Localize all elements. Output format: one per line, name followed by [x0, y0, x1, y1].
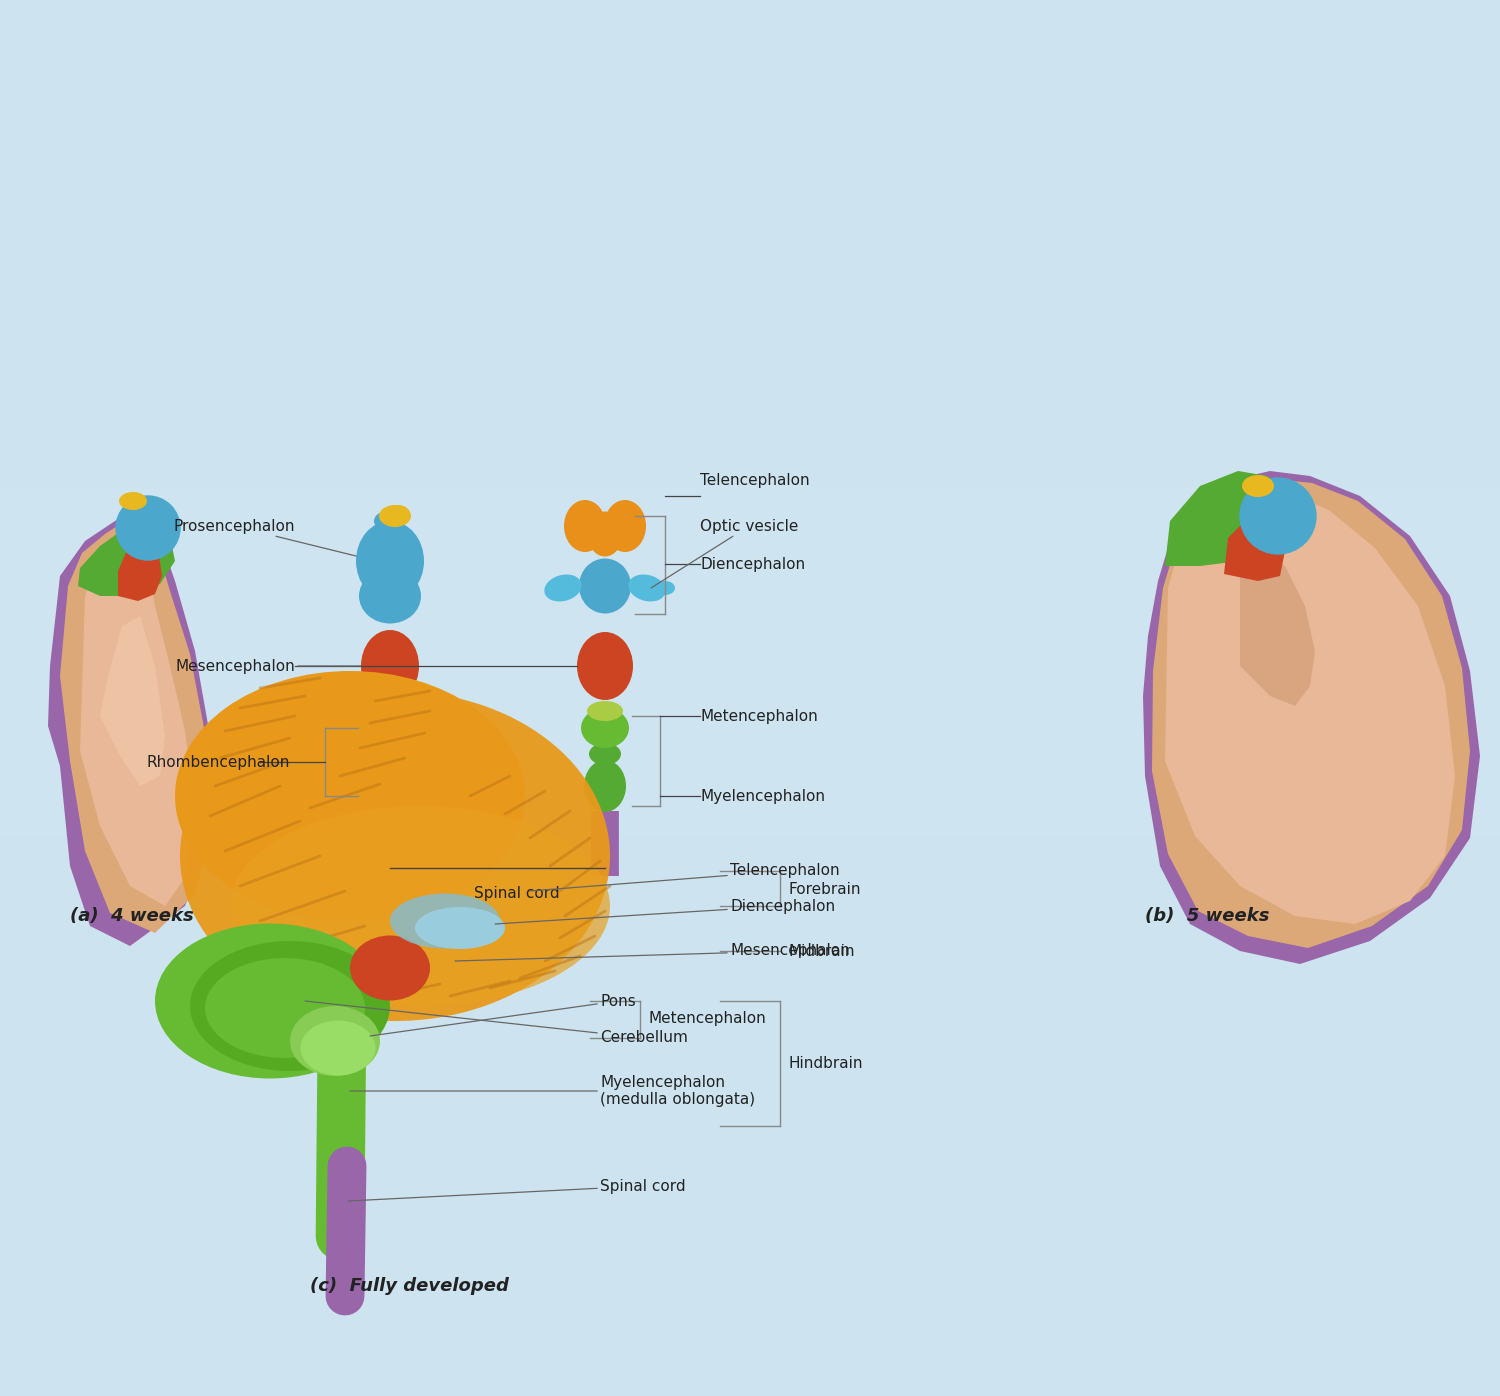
Ellipse shape [590, 743, 621, 765]
Text: Metencephalon: Metencephalon [648, 1012, 765, 1026]
Ellipse shape [390, 893, 500, 948]
Text: Mesencephalon: Mesencephalon [454, 944, 849, 960]
Text: Myelencephalon: Myelencephalon [700, 789, 825, 804]
Ellipse shape [206, 958, 364, 1058]
Text: Optic vesicle: Optic vesicle [651, 518, 798, 588]
Ellipse shape [370, 764, 410, 792]
Polygon shape [1143, 470, 1480, 965]
Text: (a)  4 weeks: (a) 4 weeks [70, 907, 194, 926]
Ellipse shape [584, 759, 626, 812]
Bar [0, 976, 1500, 1046]
Bar [0, 416, 1500, 486]
Polygon shape [1166, 489, 1455, 924]
Bar [0, 1115, 1500, 1187]
Ellipse shape [578, 632, 633, 699]
Text: Prosencephalon: Prosencephalon [174, 518, 356, 556]
Ellipse shape [628, 575, 666, 602]
Text: Myelencephalon
(medulla oblongata): Myelencephalon (medulla oblongata) [350, 1075, 754, 1107]
Ellipse shape [416, 907, 506, 949]
Circle shape [1240, 477, 1316, 554]
Ellipse shape [230, 805, 610, 1007]
Bar [0, 625, 1500, 697]
Polygon shape [78, 518, 176, 596]
Ellipse shape [580, 708, 628, 748]
Ellipse shape [564, 500, 606, 551]
Text: Forebrain: Forebrain [788, 881, 861, 896]
Text: Pons: Pons [370, 994, 636, 1036]
Bar [0, 276, 1500, 346]
Ellipse shape [176, 671, 525, 921]
Circle shape [116, 496, 180, 560]
Bar [0, 1326, 1500, 1396]
Ellipse shape [180, 691, 610, 1020]
Polygon shape [60, 514, 214, 933]
Ellipse shape [362, 630, 419, 702]
Ellipse shape [386, 505, 410, 524]
Ellipse shape [370, 780, 410, 821]
Text: Cerebellum: Cerebellum [304, 1001, 688, 1046]
Ellipse shape [118, 491, 147, 510]
Text: Metencephalon: Metencephalon [700, 709, 818, 723]
Ellipse shape [290, 1007, 380, 1076]
Polygon shape [48, 501, 214, 946]
Text: Rhombencephalon: Rhombencephalon [147, 754, 290, 769]
Polygon shape [1240, 551, 1316, 706]
Text: (b)  5 weeks: (b) 5 weeks [1144, 907, 1269, 926]
Bar [0, 1256, 1500, 1326]
Bar [0, 346, 1500, 416]
Bar [0, 556, 1500, 625]
Bar [0, 697, 1500, 766]
Text: Midbrain: Midbrain [788, 944, 855, 959]
Bar [0, 0, 1500, 66]
Bar [0, 836, 1500, 906]
Ellipse shape [190, 941, 390, 1071]
Ellipse shape [656, 581, 675, 595]
Text: Telencephalon: Telencephalon [530, 864, 840, 891]
Bar [0, 486, 1500, 556]
Text: (c)  Fully developed: (c) Fully developed [310, 1277, 509, 1295]
Ellipse shape [358, 568, 422, 624]
Bar [0, 766, 1500, 836]
Text: Diencephalon: Diencephalon [700, 557, 806, 571]
Polygon shape [1166, 470, 1300, 565]
Polygon shape [1152, 479, 1470, 948]
Polygon shape [378, 817, 402, 877]
Bar [0, 135, 1500, 207]
Ellipse shape [356, 521, 424, 602]
Text: Mesencephalon: Mesencephalon [176, 659, 362, 673]
Ellipse shape [154, 924, 386, 1079]
Bar [0, 1046, 1500, 1115]
Text: Telencephalon: Telencephalon [700, 473, 810, 489]
Ellipse shape [350, 935, 430, 1001]
Ellipse shape [1242, 475, 1274, 497]
Text: Spinal cord: Spinal cord [348, 1178, 686, 1201]
Ellipse shape [604, 500, 646, 551]
Bar [0, 1187, 1500, 1256]
Polygon shape [80, 535, 195, 906]
Polygon shape [118, 537, 162, 602]
Ellipse shape [380, 505, 411, 528]
Ellipse shape [300, 1020, 375, 1075]
Text: Spinal cord: Spinal cord [474, 886, 560, 900]
Ellipse shape [579, 558, 632, 613]
Ellipse shape [586, 701, 622, 720]
Polygon shape [1224, 518, 1286, 581]
Polygon shape [100, 616, 165, 786]
Ellipse shape [544, 575, 582, 602]
Bar [0, 66, 1500, 135]
Ellipse shape [374, 511, 402, 530]
Text: Hindbrain: Hindbrain [788, 1057, 862, 1072]
Bar [0, 906, 1500, 976]
Ellipse shape [362, 711, 419, 782]
Bar [0, 207, 1500, 276]
Ellipse shape [588, 511, 622, 557]
Text: Diencephalon: Diencephalon [495, 899, 836, 924]
